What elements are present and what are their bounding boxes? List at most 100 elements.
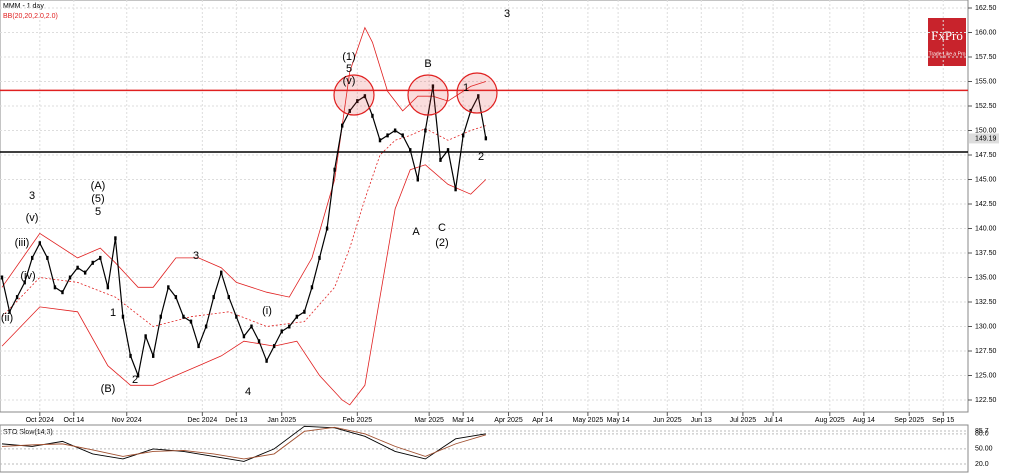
price-bar: [265, 358, 268, 363]
price-bar: [212, 295, 215, 300]
price-bar: [106, 285, 110, 290]
price-bar: [409, 148, 412, 153]
y-tick-label: 125.00: [975, 372, 997, 379]
price-bar: [83, 270, 87, 275]
wave-label: 5: [95, 206, 101, 218]
price-bar: [174, 295, 178, 300]
price-bar: [8, 309, 11, 314]
price-bar: [333, 167, 336, 172]
price-bar: [250, 324, 253, 329]
price-bar: [446, 148, 450, 153]
x-tick-label: Oct 2024: [26, 417, 55, 424]
price-bar: [356, 99, 359, 104]
y-tick-label: 155.00: [975, 78, 997, 85]
price-bar: [416, 177, 419, 182]
price-bar: [76, 265, 79, 270]
wave-label: (v): [343, 75, 356, 87]
x-tick-label: Mar 14: [452, 417, 474, 424]
wave-label: 5: [346, 63, 352, 75]
x-tick-label: Sep 15: [932, 417, 954, 424]
price-bar: [91, 260, 94, 265]
x-tick-label: May 14: [607, 417, 630, 424]
x-tick-label: Jun 2025: [653, 417, 682, 424]
price-bar: [378, 138, 382, 143]
y-tick-label: 160.00: [975, 29, 997, 36]
osc-tick-label: 50.00: [975, 446, 993, 453]
wave-label: 2: [478, 151, 484, 163]
price-bar: [204, 324, 208, 329]
x-tick-label: Jul 2025: [730, 417, 757, 424]
stochastic-K: [1, 425, 486, 462]
oscillator-title: STO Slow(14,3): [3, 429, 53, 436]
price-bar: [295, 314, 299, 319]
chart-subtitle: BB(20,20,2.0,2.0): [3, 13, 58, 20]
price-bar: [363, 94, 367, 99]
x-tick-label: Aug 14: [853, 417, 875, 424]
price-bar: [182, 314, 185, 319]
price-bar: [46, 255, 49, 260]
price-bar: [0, 275, 4, 280]
highlight-circle: [456, 72, 498, 114]
wave-label: (iii): [15, 237, 30, 249]
price-bar: [371, 113, 374, 118]
x-tick-label: Jun 13: [691, 417, 712, 424]
price-bar: [386, 133, 389, 138]
price-bar: [167, 285, 170, 290]
price-bar: [401, 133, 404, 138]
osc-tick-label: 85.7: [975, 428, 989, 435]
wave-label: (ii): [1, 312, 13, 324]
x-tick-label: Aug 2025: [815, 417, 845, 424]
wave-label: 3: [29, 190, 35, 202]
wave-label: 3: [193, 250, 199, 262]
wave-label: (1): [342, 51, 355, 63]
wave-label: 3: [504, 8, 510, 20]
y-tick-label: 142.50: [975, 201, 997, 208]
price-bar: [477, 94, 480, 99]
price-bar: [325, 226, 329, 231]
x-tick-label: May 2025: [573, 417, 604, 424]
price-bar: [461, 133, 465, 138]
y-tick-label: 162.50: [975, 5, 997, 12]
price-bar: [341, 123, 344, 128]
chart-title: MMM - 1 day: [3, 3, 44, 10]
x-tick-label: Feb 2025: [343, 417, 373, 424]
x-tick-label: Dec 2024: [187, 417, 217, 424]
price-bar: [23, 280, 26, 285]
price-bar: [280, 329, 283, 334]
price-bar: [310, 285, 314, 290]
x-tick-label: Oct 14: [64, 417, 85, 424]
price-bar: [61, 290, 64, 295]
wave-label: 1: [463, 82, 469, 94]
y-tick-label: 122.50: [975, 397, 997, 404]
y-tick-label: 140.00: [975, 225, 997, 232]
x-tick-label: Nov 2024: [112, 417, 142, 424]
price-bar: [99, 255, 102, 260]
y-tick-label: 127.50: [975, 348, 997, 355]
price-bar: [288, 324, 291, 329]
wave-label: (v): [26, 212, 39, 224]
wave-label: (iv): [20, 270, 35, 282]
price-bar: [227, 295, 230, 300]
price-bar: [15, 295, 19, 300]
price-bar: [136, 373, 140, 378]
last-price-label: 149.19: [975, 135, 997, 142]
y-tick-label: 157.50: [975, 54, 997, 61]
price-bar: [348, 108, 351, 113]
price-bar: [431, 84, 435, 89]
logo: FxPro: [931, 28, 963, 43]
y-tick-label: 137.50: [975, 250, 997, 257]
price-bar: [144, 334, 147, 339]
price-bar: [424, 128, 427, 133]
price-bar: [129, 353, 132, 358]
price-bar: [152, 353, 155, 358]
price-bar: [242, 334, 246, 339]
price-bar: [484, 136, 488, 141]
y-tick-label: 152.50: [975, 103, 997, 110]
logo-tagline: Trade Like a Pro: [929, 51, 966, 57]
price-bar: [121, 314, 125, 319]
x-tick-label: Sep 2025: [894, 417, 924, 424]
price-bar: [220, 270, 223, 275]
osc-tick-label: 20.0: [975, 461, 989, 468]
price-bar: [257, 339, 261, 344]
stochastic-D: [1, 426, 486, 460]
